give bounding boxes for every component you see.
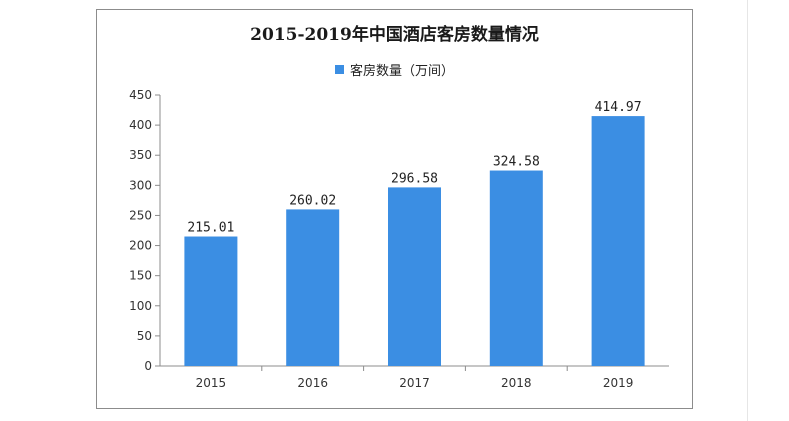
y-tick-label: 350	[129, 148, 152, 162]
y-tick-label: 150	[129, 269, 152, 283]
y-tick-label: 0	[144, 359, 152, 373]
chart-legend: 客房数量（万间）	[96, 60, 693, 79]
page-divider	[747, 0, 748, 421]
x-tick-label: 2016	[297, 376, 328, 390]
data-label-2015: 215.01	[187, 221, 234, 236]
x-tick-label: 2019	[603, 376, 634, 390]
bar-2017	[388, 187, 441, 366]
legend-label: 客房数量（万间）	[349, 64, 454, 79]
data-label-2017: 296.58	[391, 171, 438, 186]
chart-title: 2015-2019年中国酒店客房数量情况	[250, 25, 539, 45]
y-tick-label: 50	[137, 329, 152, 343]
y-tick-label: 200	[129, 239, 152, 253]
x-tick-label: 2017	[399, 376, 430, 390]
bar-2016	[286, 209, 340, 366]
y-tick-label: 450	[129, 88, 152, 102]
bar-2018	[489, 170, 543, 366]
y-tick-label: 300	[129, 178, 152, 192]
bar-2019	[591, 116, 645, 366]
bar-2015	[184, 236, 238, 366]
data-label-2019: 414.97	[595, 100, 642, 115]
data-label-2016: 260.02	[289, 193, 336, 208]
x-tick-label: 2018	[501, 376, 532, 390]
x-tick-label: 2015	[196, 376, 227, 390]
y-tick-label: 400	[129, 118, 152, 132]
data-label-2018: 324.58	[493, 155, 540, 170]
y-tick-label: 100	[129, 299, 152, 313]
y-tick-label: 250	[129, 208, 152, 222]
legend-swatch	[334, 65, 344, 74]
